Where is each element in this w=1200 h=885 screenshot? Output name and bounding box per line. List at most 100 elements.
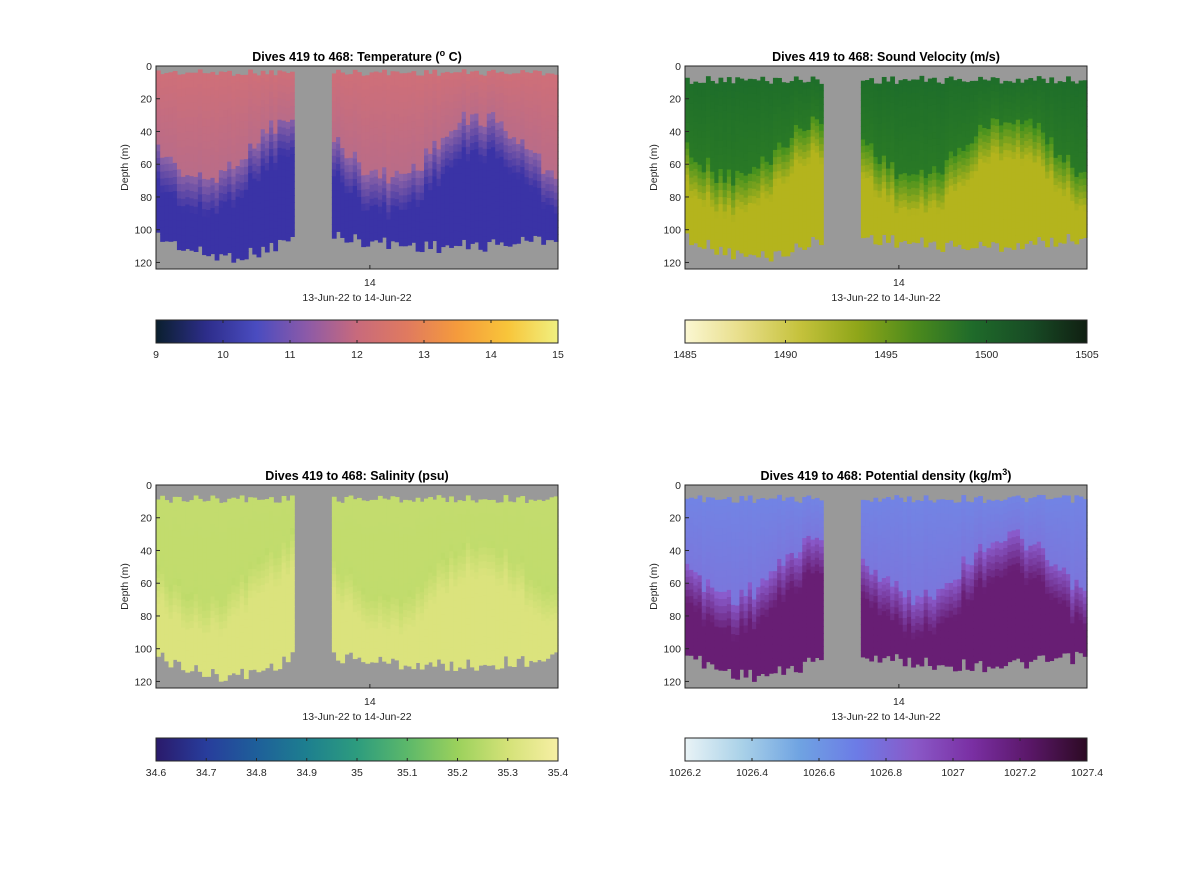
heatmap-cell	[277, 119, 283, 128]
heatmap-cell	[419, 119, 425, 128]
heatmap-cell	[948, 226, 954, 234]
heatmap-cell	[906, 80, 912, 89]
heatmap-cell	[189, 500, 195, 508]
heatmap-cell	[344, 88, 350, 97]
heatmap-cell	[553, 144, 559, 152]
heatmap-cell	[689, 190, 694, 199]
heatmap-cell	[394, 92, 400, 101]
heatmap-cell	[1061, 229, 1067, 237]
heatmap-cell	[873, 170, 879, 178]
heatmap-cell	[428, 81, 433, 90]
heatmap-cell	[743, 248, 749, 257]
heatmap-cell	[202, 194, 207, 203]
heatmap-cell	[156, 151, 161, 159]
heatmap-cell	[202, 552, 207, 561]
heatmap-cell	[344, 130, 350, 138]
heatmap-cell	[520, 132, 526, 140]
heatmap-cell	[948, 192, 954, 200]
heatmap-cell	[814, 145, 820, 154]
heatmap-cell	[923, 95, 929, 104]
heatmap-cell	[210, 185, 216, 194]
heatmap-cell	[214, 121, 220, 130]
heatmap-cell	[768, 223, 774, 232]
heatmap-cell	[973, 136, 979, 144]
heatmap-cell	[902, 85, 908, 94]
heatmap-cell	[285, 198, 291, 207]
heatmap-cell	[185, 530, 191, 538]
heatmap-cell	[419, 178, 425, 187]
heatmap-cell	[1036, 76, 1042, 84]
heatmap-cell	[407, 144, 413, 153]
heatmap-cell	[424, 77, 429, 86]
heatmap-cell	[890, 201, 895, 209]
heatmap-cell	[869, 104, 875, 112]
heatmap-cell	[181, 228, 186, 237]
heatmap-cell	[193, 243, 199, 252]
heatmap-cell	[986, 101, 992, 109]
heatmap-cell	[545, 135, 551, 144]
heatmap-cell	[156, 110, 161, 119]
heatmap-cell	[532, 125, 538, 133]
heatmap-cell	[705, 191, 711, 200]
heatmap-cell	[377, 234, 383, 243]
heatmap-cell	[948, 137, 954, 146]
heatmap-cell	[1011, 207, 1017, 216]
heatmap-cell	[403, 173, 408, 182]
heatmap-cell	[923, 102, 929, 110]
heatmap-cell	[798, 114, 803, 123]
heatmap-cell	[764, 161, 770, 170]
heatmap-cell	[260, 648, 266, 657]
heatmap-cell	[453, 230, 459, 239]
heatmap-cell	[990, 166, 996, 174]
heatmap-cell	[290, 167, 295, 176]
heatmap-cell	[986, 212, 992, 220]
heatmap-cell	[936, 110, 942, 118]
heatmap-cell	[894, 131, 900, 139]
heatmap-cell	[1074, 163, 1080, 171]
heatmap-cell	[231, 548, 237, 557]
heatmap-cell	[1003, 233, 1009, 241]
heatmap-cell	[214, 636, 220, 645]
heatmap-cell	[810, 103, 816, 111]
heatmap-cell	[210, 661, 216, 670]
heatmap-cell	[390, 141, 396, 150]
heatmap-cell	[281, 148, 287, 157]
heatmap-cell	[352, 76, 358, 85]
heatmap-cell	[752, 144, 757, 153]
heatmap-cell	[1070, 94, 1076, 102]
heatmap-cell	[394, 234, 400, 243]
heatmap-cell	[168, 557, 174, 565]
heatmap-cell	[243, 166, 249, 176]
heatmap-cell	[714, 147, 720, 156]
heatmap-cell	[802, 117, 808, 125]
heatmap-cell	[340, 216, 346, 225]
heatmap-cell	[806, 239, 812, 248]
heatmap-cell	[168, 107, 174, 116]
heatmap-cell	[277, 197, 283, 205]
heatmap-cell	[193, 124, 199, 133]
heatmap-cell	[990, 152, 996, 160]
heatmap-cell	[394, 99, 400, 108]
heatmap-cell	[919, 183, 925, 191]
heatmap-cell	[785, 219, 791, 228]
heatmap-cell	[223, 665, 228, 674]
heatmap-cell	[419, 185, 425, 194]
heatmap-cell	[264, 89, 270, 98]
heatmap-cell	[260, 549, 266, 558]
heatmap-cell	[231, 168, 237, 178]
heatmap-cell	[911, 147, 916, 155]
heatmap-cell	[227, 594, 232, 602]
heatmap-cell	[256, 564, 262, 573]
heatmap-cell	[444, 122, 450, 131]
heatmap-cell	[693, 101, 699, 110]
heatmap-cell	[474, 199, 480, 207]
heatmap-cell	[461, 161, 467, 170]
heatmap-cell	[172, 155, 178, 164]
heatmap-cell	[386, 104, 392, 112]
heatmap-cell	[898, 214, 904, 223]
heatmap-cell	[478, 118, 484, 127]
heatmap-cell	[193, 139, 199, 148]
heatmap-cell	[172, 191, 178, 199]
heatmap-cell	[890, 162, 895, 170]
heatmap-cell	[961, 185, 967, 194]
